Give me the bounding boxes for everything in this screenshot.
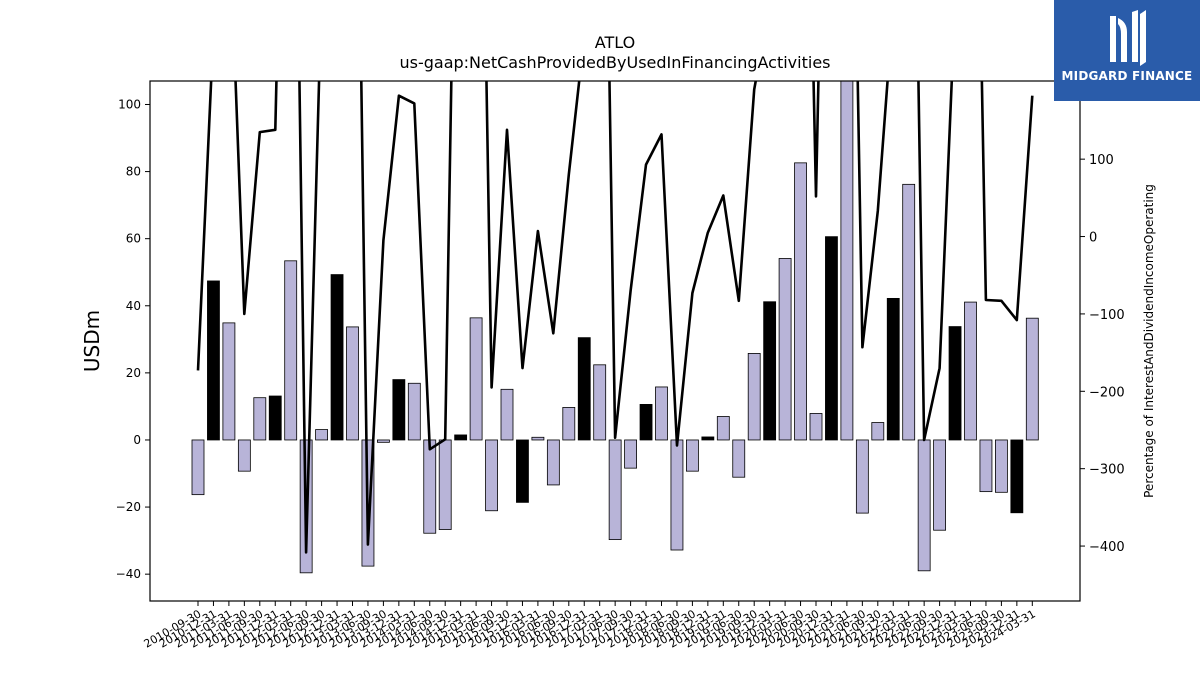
- y-tick-label: 20: [126, 366, 141, 380]
- bar-2013-03-31: [346, 326, 359, 441]
- bar-2020-09-30: [809, 413, 823, 441]
- bar-2010-12-31: [207, 280, 220, 441]
- bar-2018-06-30: [670, 439, 684, 551]
- bar-2019-06-30: [732, 439, 746, 478]
- bar-2017-12-31: [639, 404, 653, 441]
- y2-tick-label: −200: [1089, 385, 1125, 400]
- y-tick-label: 80: [126, 165, 141, 179]
- bar-2023-09-30: [995, 439, 1008, 493]
- bar-2013-09-30: [376, 439, 390, 443]
- bar-2022-03-31: [902, 183, 916, 441]
- bar-2014-09-30: [438, 439, 452, 530]
- bar-2018-03-31: [655, 386, 668, 441]
- y-tick-label: 100: [118, 97, 141, 111]
- y2-tick-label: −400: [1089, 540, 1125, 555]
- bar-2018-12-31: [701, 436, 715, 441]
- bar-2022-12-31: [948, 326, 962, 441]
- bar-2022-09-30: [933, 439, 946, 531]
- y2-tick-label: 0: [1089, 231, 1097, 246]
- bar-2012-12-31: [330, 274, 344, 441]
- y-tick-label: 0: [133, 433, 141, 447]
- bar-2021-12-31: [886, 297, 900, 441]
- bar-2016-12-31: [577, 337, 591, 441]
- bar-2016-06-30: [546, 439, 560, 486]
- bar-2017-06-30: [608, 439, 622, 541]
- bar-2019-09-30: [747, 353, 761, 441]
- bar-2012-03-31: [284, 260, 298, 441]
- bar-2015-09-30: [500, 388, 514, 441]
- plot-area: [191, 81, 1039, 574]
- y2-tick-label: −100: [1089, 308, 1125, 323]
- y-tick-label: −20: [116, 500, 141, 514]
- bar-2019-12-31: [763, 301, 777, 441]
- bar-2013-12-31: [392, 379, 406, 441]
- bar-2016-09-30: [562, 407, 576, 441]
- bar-2022-06-30: [917, 439, 931, 572]
- bar-2012-09-30: [315, 429, 329, 441]
- bar-2023-12-31: [1010, 439, 1024, 514]
- bar-2015-12-31: [516, 439, 529, 503]
- bar-2024-03-31: [1025, 317, 1039, 441]
- bar-2019-03-31: [716, 416, 730, 441]
- y-axis-label: USDm: [80, 310, 104, 372]
- bar-2017-03-31: [593, 364, 607, 441]
- y2-tick-label: 100: [1089, 153, 1114, 168]
- bar-2020-12-31: [825, 236, 838, 441]
- bar-2017-09-30: [624, 439, 637, 469]
- bar-2010-09-30: [191, 439, 205, 496]
- bar-2011-12-31: [268, 395, 282, 441]
- y-tick-label: −40: [116, 567, 141, 581]
- bar-2018-09-30: [686, 439, 699, 472]
- logo-mark-icon: [1110, 10, 1146, 66]
- bar-2011-09-30: [253, 397, 267, 441]
- bar-2021-09-30: [871, 422, 885, 441]
- bar-2011-03-31: [222, 322, 236, 441]
- y2-axis-label: Percentage of InterestAndDividendIncomeO…: [1142, 184, 1156, 498]
- chart-subtitle: us-gaap:NetCashProvidedByUsedInFinancing…: [399, 53, 830, 72]
- bar-2020-06-30: [794, 162, 807, 441]
- bar-2015-03-31: [469, 317, 483, 441]
- y2-tick-label: −300: [1089, 463, 1125, 478]
- bar-2023-03-31: [964, 301, 977, 441]
- bar-2021-03-31: [840, 81, 854, 441]
- bar-2014-12-31: [454, 434, 468, 441]
- bar-2021-06-30: [855, 439, 869, 514]
- bar-2011-06-30: [237, 439, 251, 472]
- chart-title: ATLO: [595, 33, 635, 52]
- bar-2016-03-31: [531, 436, 545, 441]
- bar-2020-03-31: [778, 258, 792, 441]
- logo-text: MIDGARD FINANCE: [1061, 69, 1193, 83]
- bar-2015-06-30: [485, 439, 498, 512]
- y-tick-label: 40: [126, 299, 141, 313]
- bar-2014-06-30: [423, 439, 437, 534]
- line-series: [196, 81, 1034, 554]
- bar-2014-03-31: [407, 382, 421, 441]
- bar-2023-06-30: [979, 439, 993, 493]
- midgard-finance-logo: MIDGARD FINANCE: [1054, 0, 1200, 101]
- y-tick-label: 60: [126, 232, 141, 246]
